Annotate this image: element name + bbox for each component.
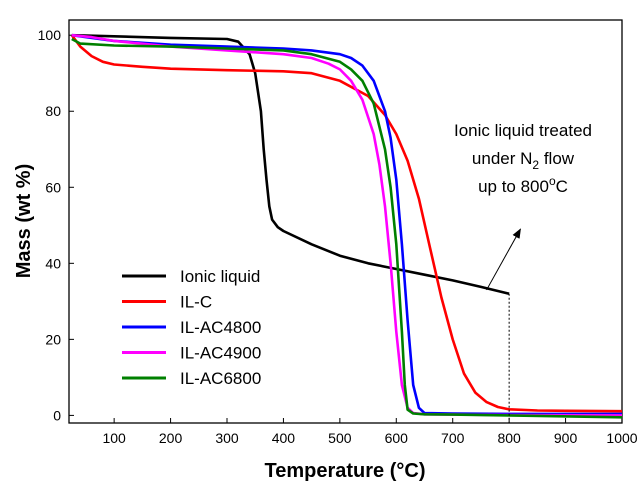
x-tick-label: 1000 xyxy=(606,430,637,446)
series-line-3 xyxy=(71,33,622,416)
annotation-line-3-superscript: o xyxy=(549,174,556,188)
x-tick-label: 800 xyxy=(497,430,521,446)
y-tick-label: 100 xyxy=(38,27,62,43)
plot-frame xyxy=(68,19,623,424)
x-axis-ticks: 100 200 300 400 500 600 700 800 900 1000 xyxy=(102,418,638,446)
series-layer xyxy=(70,33,623,419)
legend: Ionic liquid IL-C IL-AC4800 IL-AC4900 IL-AC6… xyxy=(122,267,261,388)
legend-label: Ionic liquid xyxy=(180,267,260,286)
annotation-arrow xyxy=(486,228,521,291)
y-tick-label: 20 xyxy=(45,331,61,347)
series-line-5 xyxy=(71,37,623,419)
x-tick-label: 400 xyxy=(272,430,296,446)
y-tick-label: 60 xyxy=(45,179,61,195)
annotation-line-3-prefix: up to 800 xyxy=(478,177,549,196)
annotation-line-2-subscript: 2 xyxy=(532,158,539,172)
x-tick-label: 200 xyxy=(159,430,183,446)
annotation-line-1: Ionic liquid treated xyxy=(454,121,592,140)
y-tick-label: 40 xyxy=(45,255,61,271)
x-tick-label: 600 xyxy=(385,430,409,446)
x-tick-label: 500 xyxy=(328,430,352,446)
legend-label: IL-AC6800 xyxy=(180,369,261,388)
annotation-line-2-suffix: flow xyxy=(539,149,575,168)
annotation-line-2-prefix: under N xyxy=(472,149,532,168)
x-tick-label: 900 xyxy=(554,430,578,446)
annotation-line-2: under N2 flow xyxy=(472,149,575,172)
annotation-line-3: up to 800oC xyxy=(478,174,568,196)
x-tick-label: 700 xyxy=(441,430,465,446)
series-line-1 xyxy=(71,33,510,295)
x-axis-title: Temperature (°C) xyxy=(265,460,426,482)
y-axis-title: Mass (wt %) xyxy=(13,164,35,278)
y-tick-label: 0 xyxy=(53,407,61,423)
x-tick-label: 100 xyxy=(102,430,126,446)
annotation-line-3-suffix: C xyxy=(556,177,568,196)
series-line-4 xyxy=(71,33,623,417)
legend-label: IL-C xyxy=(180,293,212,312)
legend-label: IL-AC4800 xyxy=(180,318,261,337)
legend-label: IL-AC4900 xyxy=(180,344,261,363)
y-tick-label: 80 xyxy=(45,103,61,119)
series-line-2 xyxy=(70,34,623,413)
x-tick-label: 300 xyxy=(215,430,239,446)
